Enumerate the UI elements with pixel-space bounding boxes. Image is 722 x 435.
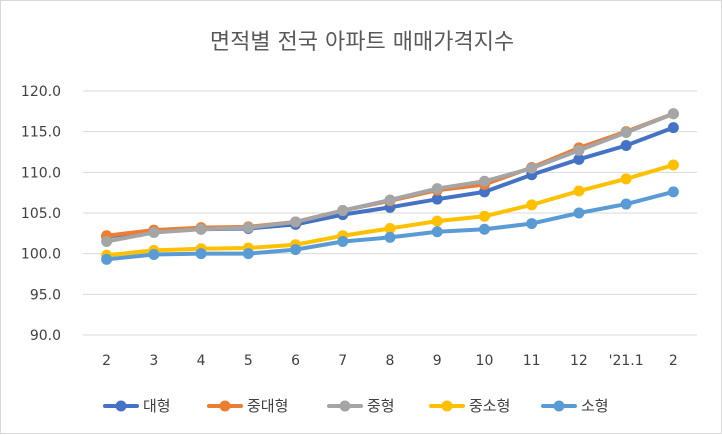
legend-item: 중대형 <box>207 397 288 415</box>
data-point <box>620 173 632 185</box>
data-point <box>526 218 538 230</box>
y-tick-label: 95.0 <box>30 287 61 303</box>
legend-label: 중소형 <box>469 397 510 415</box>
data-point <box>667 186 679 198</box>
data-point <box>573 207 585 219</box>
x-tick-label: 3 <box>149 353 158 369</box>
data-point <box>526 199 538 211</box>
data-point <box>431 183 443 195</box>
legend-swatch-marker <box>339 400 351 412</box>
y-tick-label: 90.0 <box>30 328 61 344</box>
x-tick-label: 2 <box>102 353 111 369</box>
data-point <box>431 226 443 238</box>
data-point <box>148 248 160 260</box>
y-tick-label: 100.0 <box>21 247 61 263</box>
legend-swatch-marker <box>441 400 453 412</box>
data-point <box>667 108 679 120</box>
data-point <box>337 235 349 247</box>
data-point <box>148 227 160 239</box>
data-point <box>290 244 302 256</box>
data-point <box>478 210 490 222</box>
x-tick-label: 7 <box>338 353 347 369</box>
legend-item: 중형 <box>327 397 395 415</box>
data-point <box>667 122 679 134</box>
x-axis-labels: 2 3 4 5 6 7 8 9 10 11 12 '21.1 2 <box>102 353 678 369</box>
data-point <box>337 205 349 217</box>
series-2 <box>101 108 679 242</box>
data-point <box>573 153 585 165</box>
legend-swatch-marker <box>219 400 231 412</box>
legend-item: 중소형 <box>429 397 510 415</box>
legend: 대형 중대형 중형 중소형 소형 <box>103 397 609 415</box>
data-point <box>242 248 254 260</box>
data-point <box>431 193 443 205</box>
data-point <box>620 198 632 210</box>
x-tick-label: 10 <box>476 353 494 369</box>
legend-label: 대형 <box>143 397 171 415</box>
data-point <box>384 231 396 243</box>
data-point <box>478 175 490 187</box>
x-tick-label: 11 <box>523 353 541 369</box>
data-point <box>195 223 207 235</box>
x-tick-label: 5 <box>244 353 253 369</box>
x-tick-label: 4 <box>197 353 206 369</box>
y-tick-label: 120.0 <box>21 84 61 100</box>
data-point <box>195 248 207 260</box>
data-point <box>478 223 490 235</box>
x-tick-label: 6 <box>291 353 300 369</box>
legend-item: 대형 <box>103 397 171 415</box>
data-point <box>573 144 585 156</box>
data-point <box>667 159 679 171</box>
data-point <box>290 216 302 228</box>
series-line <box>104 111 676 244</box>
data-point <box>384 194 396 206</box>
legend-item: 소형 <box>541 397 609 415</box>
x-tick-label: '21.1 <box>609 353 644 369</box>
data-point <box>101 253 113 265</box>
data-point <box>526 162 538 174</box>
legend-swatch-marker <box>115 400 127 412</box>
x-tick-label: 12 <box>570 353 588 369</box>
legend-label: 소형 <box>581 397 609 415</box>
y-axis-labels: 90.0 95.0 100.0 105.0 110.0 115.0 120.0 <box>21 84 61 344</box>
data-point <box>242 222 254 234</box>
x-tick-label: 2 <box>669 353 678 369</box>
data-point <box>384 222 396 234</box>
series-3 <box>101 108 679 247</box>
data-point <box>620 126 632 138</box>
legend-swatch-marker <box>553 400 565 412</box>
series-5 <box>101 186 679 265</box>
data-point <box>620 139 632 151</box>
y-tick-label: 115.0 <box>21 125 61 141</box>
gridlines <box>83 90 697 336</box>
data-point <box>573 185 585 197</box>
data-point <box>101 235 113 247</box>
x-tick-label: 9 <box>433 353 442 369</box>
y-tick-label: 110.0 <box>21 165 61 181</box>
data-point <box>431 215 443 227</box>
x-tick-label: 8 <box>386 353 395 369</box>
chart-title: 면적별 전국 아파트 매매가격지수 <box>210 30 514 55</box>
y-tick-label: 105.0 <box>21 206 61 222</box>
legend-label: 중대형 <box>247 397 288 415</box>
series-group <box>101 108 679 265</box>
legend-label: 중형 <box>367 397 395 415</box>
